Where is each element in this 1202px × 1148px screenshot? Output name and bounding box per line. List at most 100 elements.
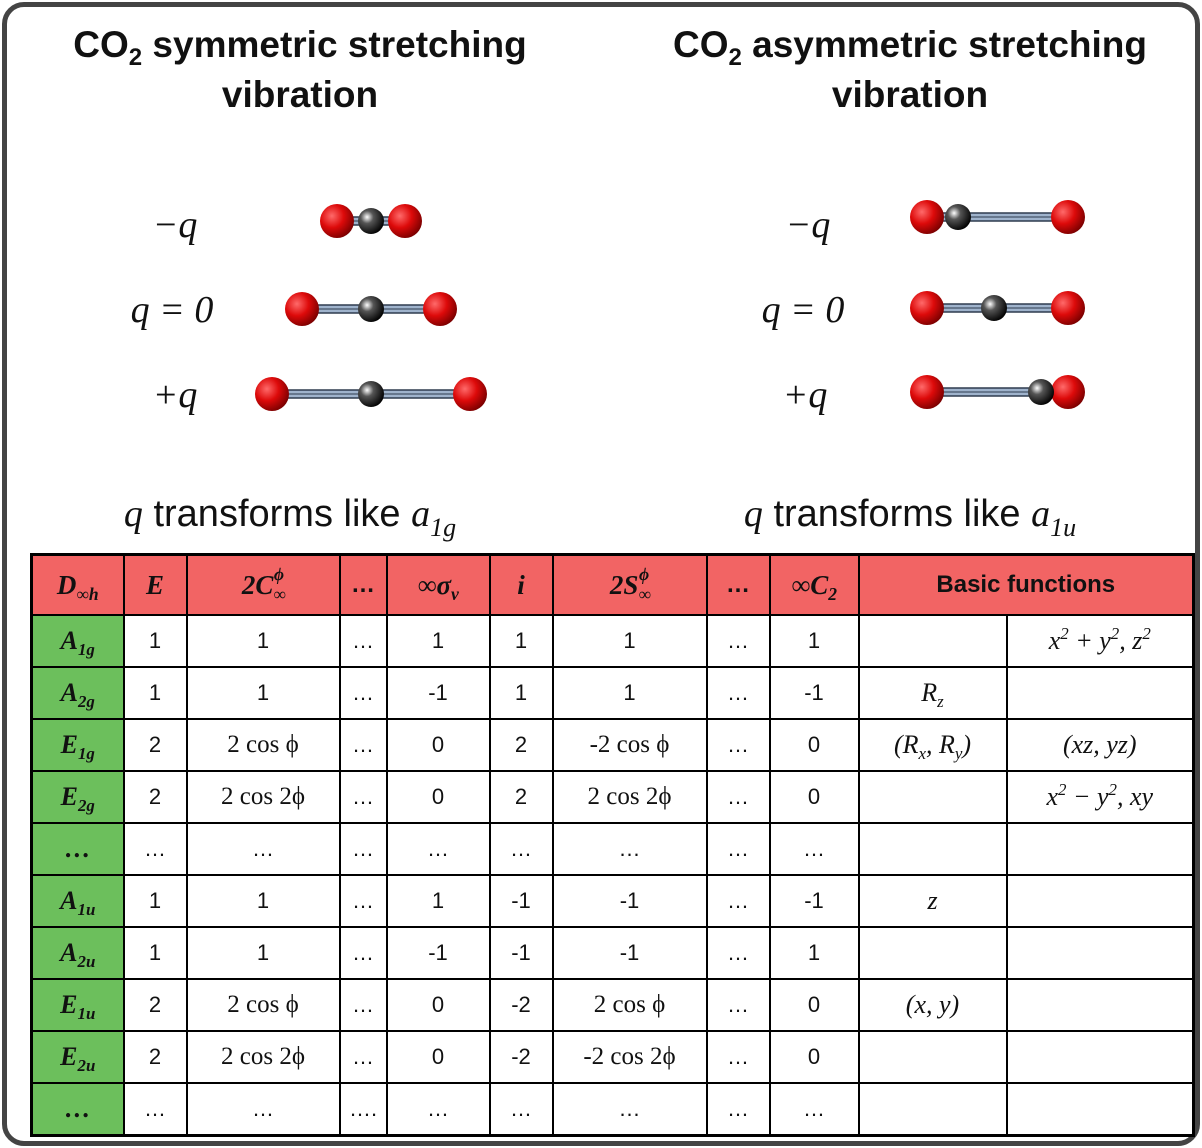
- table-cell: …: [488, 822, 554, 876]
- table-cell: …: [338, 978, 388, 1032]
- text: -1: [428, 940, 448, 965]
- table-cell: …: [338, 770, 388, 824]
- table-row: A1u 1 1 … 1 -1 -1 … -1 z: [30, 874, 1195, 928]
- table-cell: …: [705, 666, 771, 720]
- header-cell: 2C∞ϕ: [185, 553, 341, 616]
- table-cell: [857, 926, 1008, 980]
- table-cell: 1: [122, 614, 188, 668]
- text: x: [1048, 626, 1061, 655]
- text: asymmetric stretching vibration: [741, 24, 1147, 115]
- text: CO: [73, 24, 129, 65]
- table-cell: [857, 614, 1008, 668]
- subscript: 2u: [77, 952, 96, 971]
- text: 2 cos 2ϕ: [587, 783, 672, 810]
- title: CO2 symmetric stretching vibration: [20, 20, 580, 120]
- text: 1: [807, 940, 821, 965]
- text: ): [962, 730, 972, 759]
- table-cell: 1: [122, 926, 188, 980]
- text: 1: [623, 680, 636, 705]
- table-cell: …: [385, 1082, 491, 1137]
- state-label: +q: [782, 374, 828, 416]
- table-cell: [1005, 978, 1195, 1032]
- table-cell: -1: [768, 666, 860, 720]
- text: 1: [623, 628, 636, 653]
- table-cell: 1: [385, 874, 491, 928]
- text: …: [727, 1044, 749, 1069]
- subscript: ∞: [273, 583, 286, 604]
- text: …: [727, 888, 749, 913]
- table-cell: 2 cos ϕ: [185, 718, 341, 772]
- text: …: [803, 1096, 825, 1121]
- text: …: [352, 628, 374, 653]
- table-cell: [1005, 926, 1195, 980]
- table-cell: 2: [122, 718, 188, 772]
- table-cell: -1: [488, 926, 554, 980]
- subscript: v: [451, 583, 459, 604]
- table-cell: [1005, 1082, 1195, 1137]
- table-cell: [857, 770, 1008, 824]
- text: CO: [673, 24, 729, 65]
- table-cell: 1: [385, 614, 491, 668]
- text: 2: [148, 732, 162, 757]
- table-cell: 2 cos 2ϕ: [185, 1030, 341, 1084]
- text: …: [727, 992, 749, 1017]
- text: 1: [431, 628, 445, 653]
- character-table: D∞h E 2C∞ϕ… ∞σv i 2S∞ϕ… ∞C2 Basic functions A1g…: [30, 553, 1196, 1137]
- subscript: z: [937, 692, 944, 711]
- table-cell: 1: [768, 926, 860, 980]
- math-text: q: [743, 493, 763, 535]
- subscript: 1u: [77, 1004, 96, 1023]
- math-text: a: [411, 493, 431, 535]
- text: …: [144, 1096, 166, 1121]
- table-cell: -2: [488, 978, 554, 1032]
- text: ∞C: [790, 569, 829, 600]
- caption: q transforms like a1g: [0, 492, 590, 541]
- text: 2: [148, 1044, 162, 1069]
- text: 2 cos ϕ: [593, 991, 666, 1018]
- table-cell: -2 cos 2ϕ: [551, 1030, 708, 1084]
- table-cell: …: [705, 926, 771, 980]
- atom: [388, 204, 422, 238]
- table-cell: 1: [122, 874, 188, 928]
- table-cell: 1: [185, 874, 341, 928]
- text: -1: [804, 680, 824, 705]
- text: 0: [431, 992, 445, 1017]
- superscript: 2: [1110, 624, 1120, 643]
- text: …: [64, 1094, 91, 1123]
- text: …: [252, 836, 274, 861]
- text: E: [60, 730, 78, 759]
- text: E: [145, 569, 164, 600]
- table-cell: …: [705, 1082, 771, 1137]
- row-label: E2g: [30, 770, 125, 824]
- header-cell: …: [338, 553, 388, 616]
- text: -2: [511, 992, 531, 1017]
- text: 2: [148, 784, 162, 809]
- table-cell: …: [338, 1030, 388, 1084]
- atom: [358, 381, 384, 407]
- text: …: [618, 1096, 641, 1121]
- table-cell: …: [338, 926, 388, 980]
- table-cell: 0: [385, 718, 491, 772]
- text: …: [727, 784, 749, 809]
- table-cell: x2 + y2, z2: [1005, 614, 1195, 668]
- table-cell: …: [338, 822, 388, 876]
- text: …: [352, 940, 374, 965]
- text: …: [352, 992, 374, 1017]
- text: 2S: [609, 569, 639, 600]
- row-label: A1u: [30, 874, 125, 928]
- table-cell: …: [551, 822, 708, 876]
- atom: [1051, 291, 1085, 325]
- table-cell: 1: [185, 926, 341, 980]
- superscript: ϕ: [273, 563, 285, 584]
- text: 2: [514, 732, 528, 757]
- table-cell: 1: [122, 666, 188, 720]
- table-cell: 1: [185, 614, 341, 668]
- caption: q transforms like a1u: [610, 492, 1202, 541]
- text: -2 cos 2ϕ: [583, 1043, 676, 1070]
- table-cell: -2: [488, 1030, 554, 1084]
- table-cell: 2: [122, 1030, 188, 1084]
- header-cell: Basic functions: [857, 553, 1195, 616]
- text: 1: [256, 940, 270, 965]
